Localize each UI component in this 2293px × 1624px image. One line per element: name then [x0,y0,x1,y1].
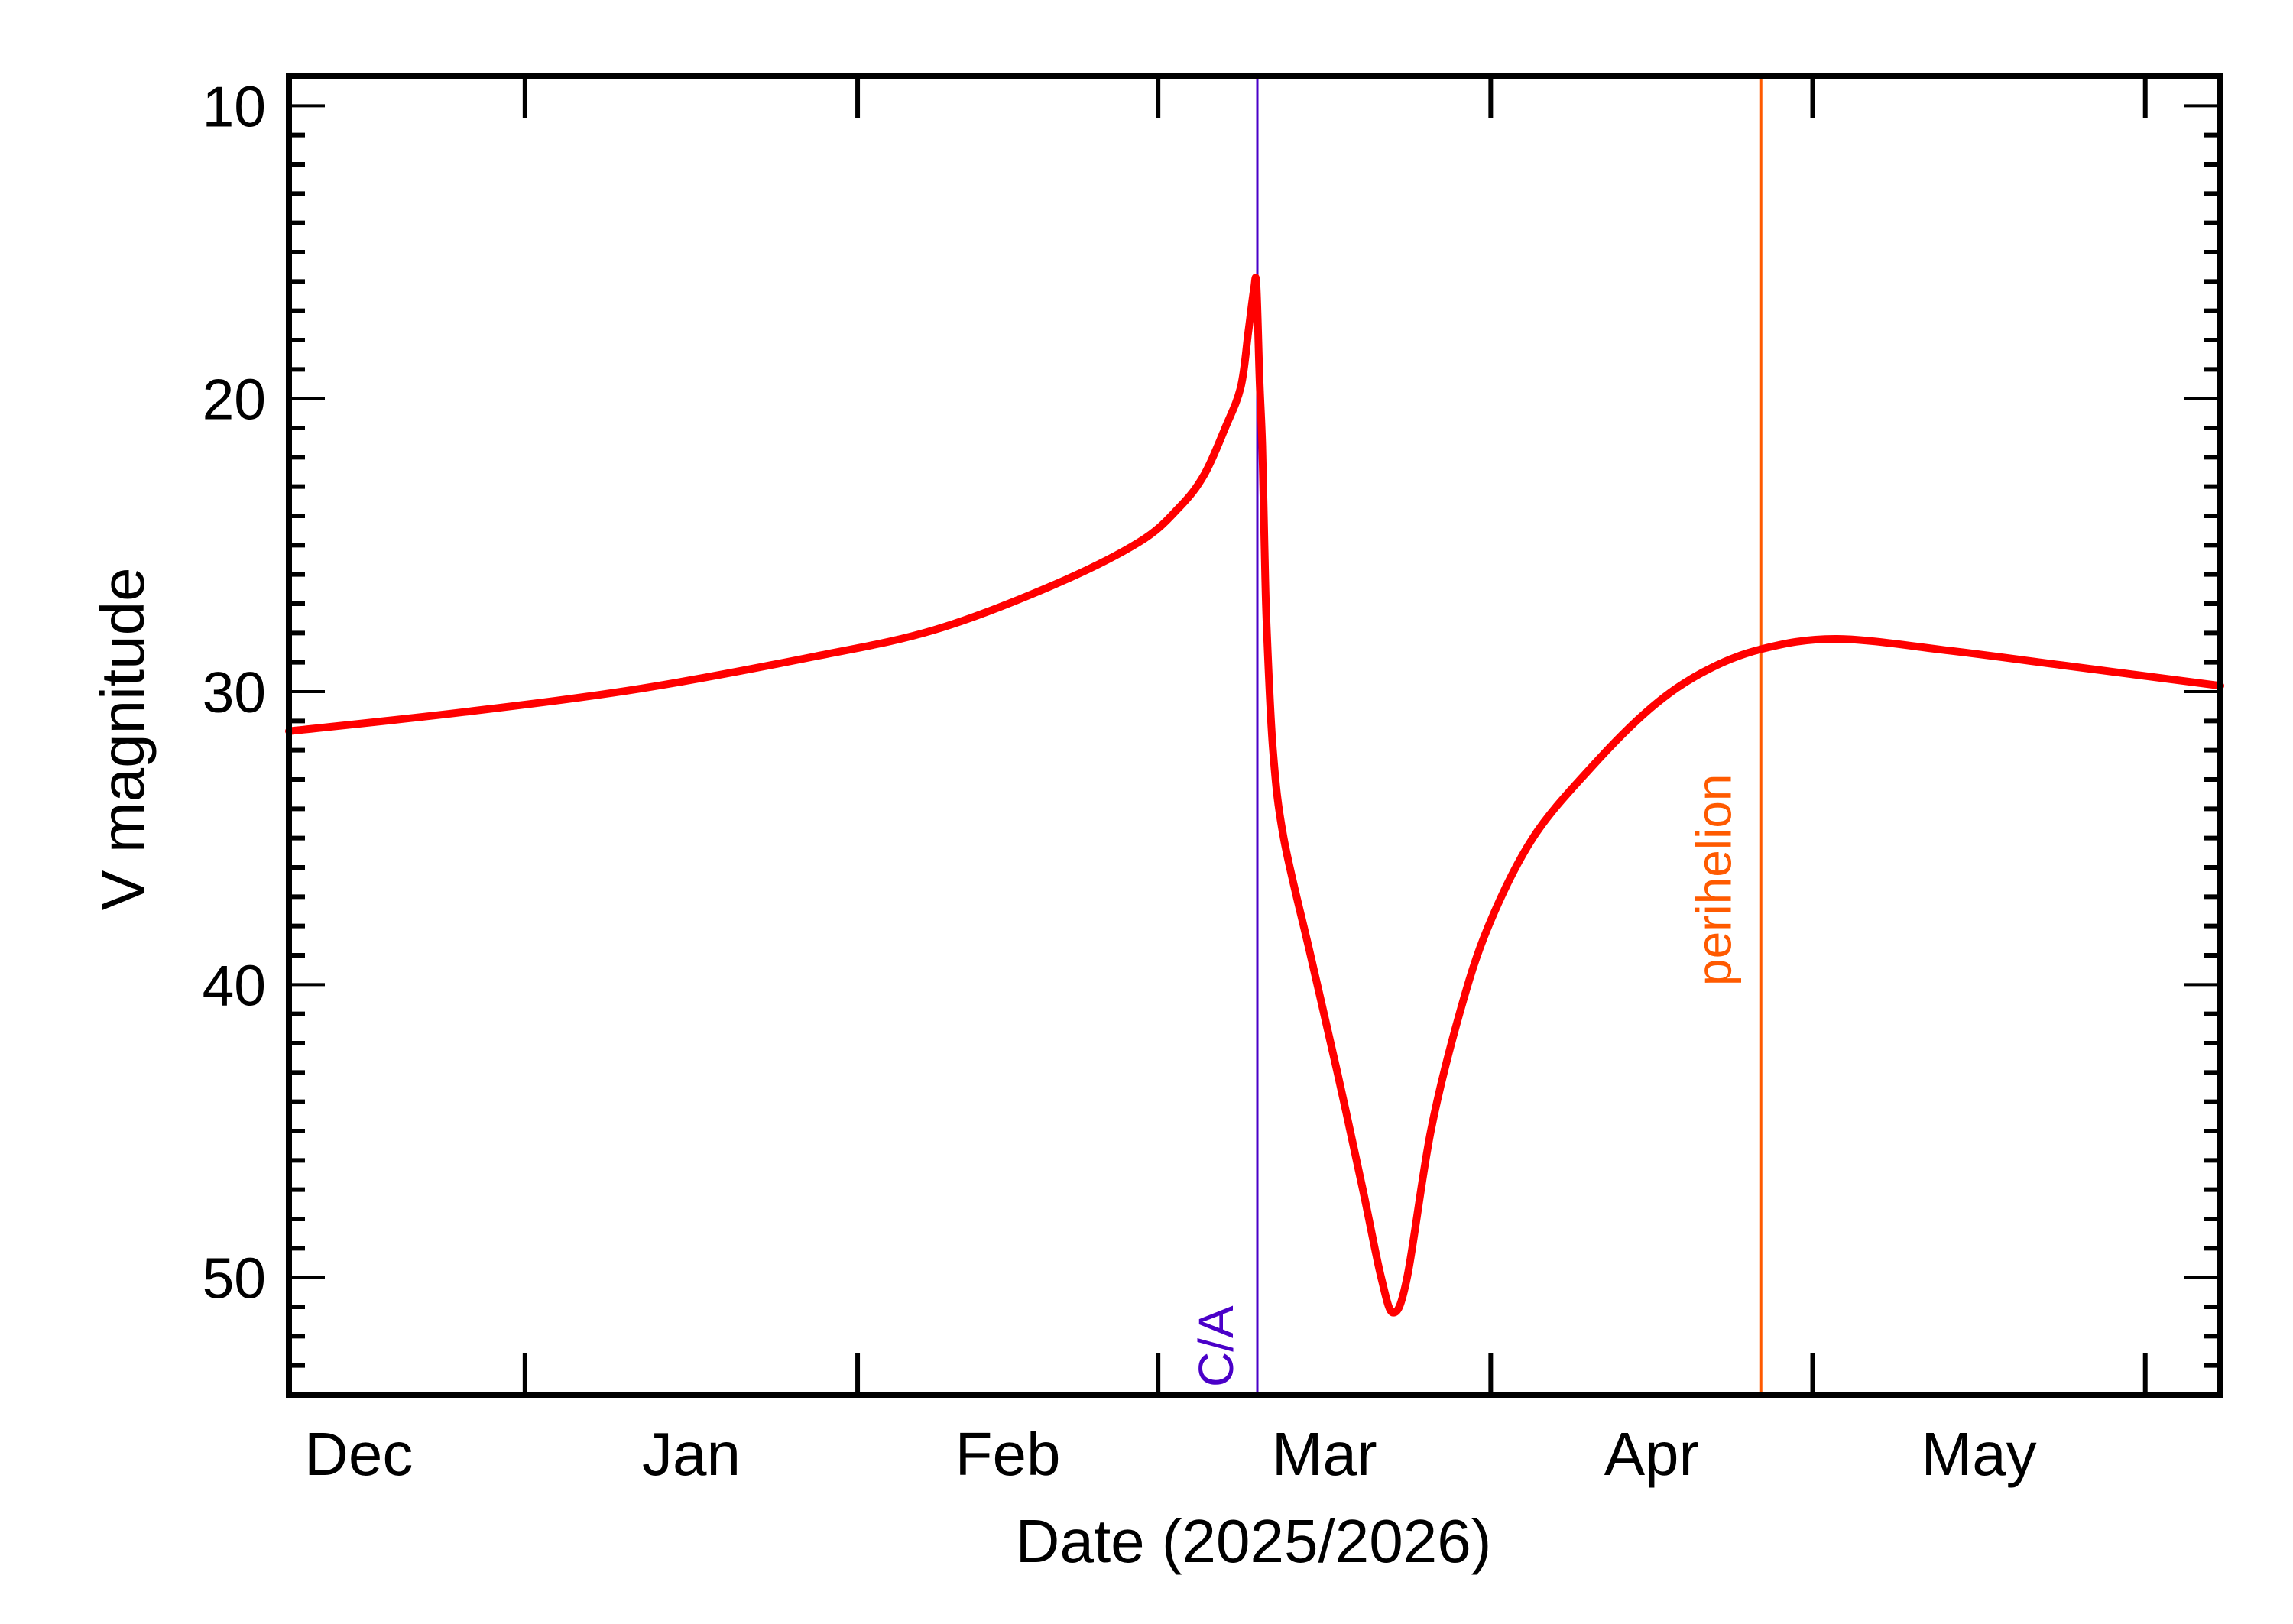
x-tick-labels: Dec Jan Feb Mar Apr May [304,1420,2037,1488]
y-tick-label: 50 [203,1246,266,1311]
x-axis-title: Date (2025/2026) [1016,1507,1492,1575]
x-tick-label: Apr [1604,1420,1700,1488]
x-tick-label: Feb [955,1420,1061,1488]
x-tick-label: Jan [642,1420,741,1488]
marker-label: C/A [1189,1305,1244,1387]
y-tick-label: 10 [203,74,266,138]
plot-frame [286,73,2223,1398]
x-tick-label: Dec [304,1420,413,1488]
y-axis-title: V magnitude [89,567,157,910]
y-tick-label: 20 [203,368,266,432]
marker-label: perihelion [1686,773,1741,986]
y-tick-label: 40 [203,953,266,1017]
x-tick-label: May [1922,1420,2037,1488]
series-line [285,274,2224,1317]
x-tick-label: Mar [1272,1420,1377,1488]
y-tick-label: 30 [203,660,266,724]
y-tick-labels: 10 20 30 40 50 [203,74,266,1310]
